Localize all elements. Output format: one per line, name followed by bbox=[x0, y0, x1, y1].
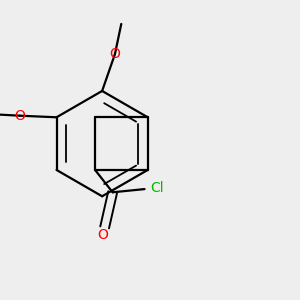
Text: O: O bbox=[110, 47, 120, 61]
Text: O: O bbox=[14, 109, 25, 123]
Text: O: O bbox=[98, 228, 109, 242]
Text: Cl: Cl bbox=[150, 181, 164, 194]
